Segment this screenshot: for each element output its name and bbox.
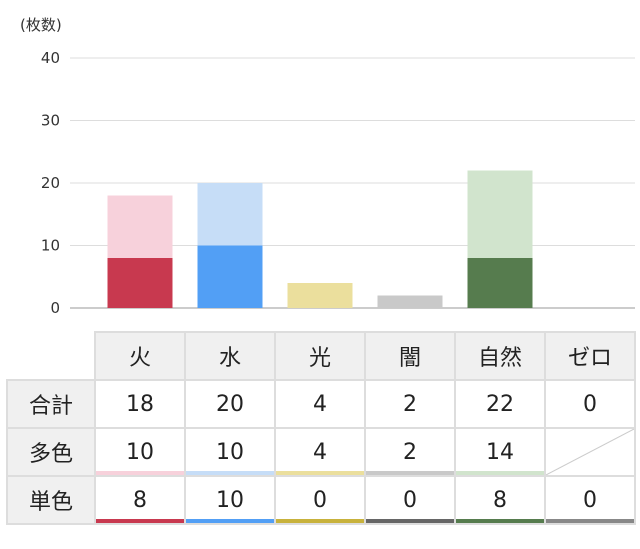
data-table: 火水光闇自然 ゼロ 合計 18 20 4 2 22 0 多色 10 10 4 2 14 単色 8 10 0 0 8 0: [6, 331, 636, 525]
row-header: 合計: [6, 379, 96, 429]
y-tick-label: 20: [41, 174, 60, 192]
cell-value: 10: [216, 439, 244, 465]
table-cell: 4: [274, 379, 366, 429]
y-tick-label: 30: [41, 112, 60, 130]
cell-value: 0: [583, 391, 597, 417]
table-cell: 10: [94, 427, 186, 477]
color-strip: [186, 471, 274, 475]
cell-value: 14: [486, 439, 514, 465]
column-header: 水: [184, 331, 276, 381]
bar-mono: [107, 258, 173, 308]
column-header: 自然: [454, 331, 546, 381]
table-cell: 14: [454, 427, 546, 477]
cell-value: 18: [126, 391, 154, 417]
table-cell: 2: [364, 427, 456, 477]
cell-value: 2: [403, 391, 417, 417]
cell-value: 20: [216, 391, 244, 417]
table-cell: 8: [94, 475, 186, 525]
column-header: 光: [274, 331, 366, 381]
table-cell: 18: [94, 379, 186, 429]
table-cell: 10: [184, 475, 276, 525]
y-axis-label: (枚数): [20, 16, 62, 34]
y-tick-label: 10: [41, 237, 60, 255]
cell-value: 10: [126, 439, 154, 465]
cell-value: 2: [403, 439, 417, 465]
color-strip: [96, 519, 184, 523]
bar-mono: [197, 245, 263, 308]
y-tick-label: 40: [41, 49, 60, 67]
column-header: 闇: [364, 331, 456, 381]
bar-multi: [467, 170, 533, 258]
color-strip: [366, 519, 454, 523]
row-header: 単色: [6, 475, 96, 525]
table-cell: 0: [544, 379, 636, 429]
table-cell: 22: [454, 379, 546, 429]
color-strip: [546, 519, 634, 523]
table-row: 合計 18 20 4 2 22 0: [6, 379, 636, 429]
cell-value: 0: [403, 487, 417, 513]
table-cell: 20: [184, 379, 276, 429]
table-cell: [544, 427, 636, 477]
cell-value: 10: [216, 487, 244, 513]
stacked-bar-chart: (枚数) 0 10 20 30 40: [20, 16, 635, 317]
table-row: 単色 8 10 0 0 8 0: [6, 475, 636, 525]
bar-mono: [467, 258, 533, 308]
cell-value: 8: [493, 487, 507, 513]
table-cell: 2: [364, 379, 456, 429]
cell-value: 4: [313, 391, 327, 417]
color-strip: [276, 519, 364, 523]
corner-cell: [7, 332, 95, 380]
table-row: 多色 10 10 4 2 14: [6, 427, 636, 477]
cell-value: 8: [133, 487, 147, 513]
y-tick-label: 0: [50, 299, 60, 317]
cell-value: 0: [313, 487, 327, 513]
table-cell: 8: [454, 475, 546, 525]
bar-multi: [197, 183, 263, 246]
table-cell: 10: [184, 427, 276, 477]
color-strip: [96, 471, 184, 475]
color-strip: [456, 519, 544, 523]
column-header: ゼロ: [544, 331, 636, 381]
color-strip: [186, 519, 274, 523]
color-strip: [456, 471, 544, 475]
row-header: 多色: [6, 427, 96, 477]
table-cell: 0: [274, 475, 366, 525]
diagonal-slash: [546, 429, 634, 475]
bar-multi: [287, 283, 353, 308]
table-cell: 4: [274, 427, 366, 477]
table-cell: 0: [544, 475, 636, 525]
bar-multi: [377, 295, 443, 308]
cell-value: 4: [313, 439, 327, 465]
cell-value: 0: [583, 487, 597, 513]
table-cell: 0: [364, 475, 456, 525]
cell-value: 22: [486, 391, 514, 417]
bar-multi: [107, 195, 173, 258]
color-strip: [276, 471, 364, 475]
color-strip: [366, 471, 454, 475]
column-header: 火: [94, 331, 186, 381]
